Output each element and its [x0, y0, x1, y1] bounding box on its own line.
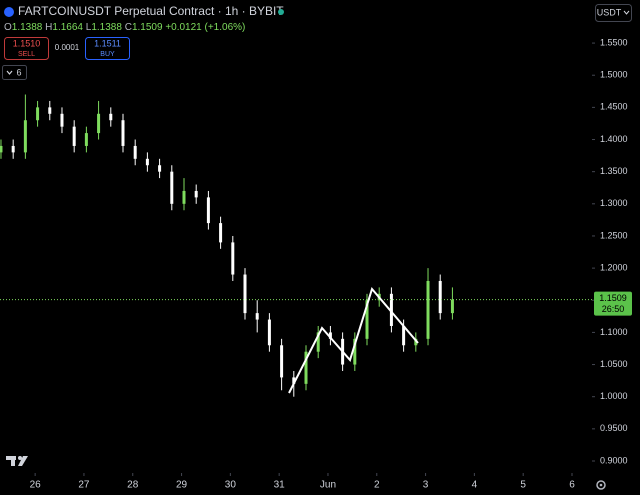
candle-body	[353, 338, 357, 365]
candle-body	[145, 158, 149, 166]
candle-body	[267, 319, 271, 346]
y-tick-label: 1.2500	[600, 230, 628, 240]
indicators-toggle[interactable]	[2, 65, 27, 80]
y-tick-label: 1.0500	[600, 359, 628, 369]
candle-body	[11, 145, 15, 153]
candle-body	[36, 107, 40, 121]
ohlc-value: 1.1388	[91, 22, 122, 33]
currency-select[interactable]	[595, 4, 632, 22]
candle-body	[60, 113, 64, 127]
x-tick-label: 29	[176, 480, 188, 491]
buy-price: 1.1511	[94, 38, 121, 48]
candle-body	[158, 165, 162, 172]
x-tick-label: 27	[78, 480, 90, 491]
x-tick-label: Jun	[320, 480, 336, 491]
sell-price: 1.1510	[13, 38, 41, 48]
buy-label: BUY	[100, 51, 115, 58]
candle-body	[304, 351, 308, 384]
y-tick-label: 0.9500	[600, 423, 628, 433]
candle-body	[48, 107, 52, 114]
ohlc-label: L	[86, 22, 92, 33]
y-tick-label: 1.0000	[600, 391, 628, 401]
candle-body	[255, 313, 259, 320]
spread: 0.0001	[55, 43, 80, 52]
candle-body	[121, 120, 125, 146]
candle-body	[97, 113, 101, 134]
candle-body	[170, 171, 174, 204]
y-tick-label: 1.5500	[600, 37, 628, 47]
ohlc-label: H	[45, 22, 52, 33]
candle-body	[316, 332, 320, 352]
x-tick-label: 30	[225, 480, 237, 491]
candle-body	[23, 120, 27, 153]
candle-body	[389, 293, 393, 326]
chevron-icon	[6, 70, 13, 75]
candle-body	[182, 190, 186, 204]
x-tick-label: 3	[423, 480, 429, 491]
candle-body	[0, 145, 3, 153]
candle-body	[328, 332, 332, 339]
currency: USDT	[597, 7, 622, 17]
y-tick-label: 0.9000	[600, 455, 628, 465]
candle-body	[219, 223, 223, 243]
candle-body	[450, 299, 454, 314]
y-tick-label: 1.2000	[600, 262, 628, 272]
ohlc-value: 1.1388	[12, 22, 43, 33]
ohlc-row: O1.1388 H1.1664 L1.1388 C1.1509 +0.0121 …	[4, 22, 245, 33]
x-tick-label: 5	[520, 480, 526, 491]
drawing-zigzag[interactable]	[288, 286, 419, 394]
candle-body	[133, 145, 137, 159]
candle-body	[438, 280, 442, 314]
x-tick-label: 4	[472, 480, 478, 491]
symbol-icon[interactable]	[4, 7, 14, 17]
countdown-label: 26:50	[602, 304, 625, 314]
candle-body	[194, 190, 198, 198]
settings-icon	[599, 483, 603, 487]
candle-body	[414, 338, 418, 346]
buy-button[interactable]	[85, 37, 130, 60]
candle-body	[426, 280, 430, 339]
candle-body	[72, 126, 76, 146]
y-tick-label: 1.5000	[600, 70, 628, 80]
plot-area: 0.90000.95001.00001.05001.10001.15001.20…	[0, 37, 628, 491]
candle-body	[292, 377, 296, 384]
candle-body	[243, 274, 247, 314]
y-tick-label: 1.4500	[600, 102, 628, 112]
tradingview-logo[interactable]	[6, 456, 28, 466]
last-price-label: 1.1509	[599, 293, 627, 303]
settings-button[interactable]	[596, 480, 606, 490]
candle-body	[231, 242, 235, 275]
candle-body	[206, 197, 210, 224]
candle-body	[84, 133, 88, 146]
y-tick-label: 1.3500	[600, 166, 628, 176]
candle-body	[365, 300, 369, 339]
x-tick-label: 6	[569, 480, 575, 491]
last-price-badge	[594, 291, 632, 316]
x-tick-label: 31	[274, 480, 286, 491]
y-tick-label: 1.1000	[600, 327, 628, 337]
x-tick-label: 2	[374, 480, 380, 491]
ohlc-value: 1.1664	[52, 22, 83, 33]
symbol-title[interactable]: FARTCOINUSDT Perpetual Contract · 1h · B…	[18, 4, 284, 18]
x-tick-label: 28	[127, 480, 139, 491]
status-dot	[278, 9, 284, 15]
sell-button[interactable]	[4, 37, 49, 60]
ohlc-change: +0.0121 (+1.06%)	[165, 22, 245, 33]
y-tick-label: 1.3000	[600, 198, 628, 208]
candle-body	[402, 325, 406, 346]
y-tick-label: 1.4000	[600, 134, 628, 144]
ohlc-label: C	[125, 22, 132, 33]
sell-label: SELL	[18, 51, 35, 58]
chevron-icon	[623, 10, 630, 15]
indicator-count: 6	[16, 67, 21, 77]
ohlc-value: 1.1509	[132, 22, 163, 33]
ohlc-label: O	[4, 22, 12, 33]
candle-body	[280, 345, 284, 378]
candle-body	[109, 113, 113, 121]
x-tick-label: 26	[30, 480, 42, 491]
